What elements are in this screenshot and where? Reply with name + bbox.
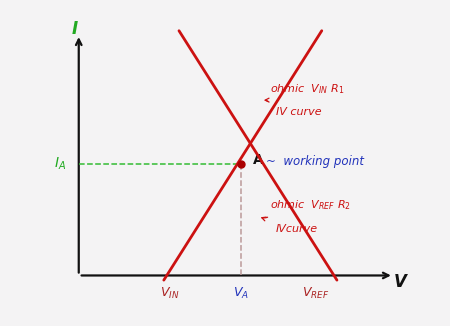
Text: A: A — [252, 153, 263, 167]
Text: ohmic  $V_{REF}$ $R_2$: ohmic $V_{REF}$ $R_2$ — [270, 199, 351, 213]
Text: I: I — [71, 20, 77, 38]
Text: ~  working point: ~ working point — [266, 156, 364, 169]
Text: $V_{IN}$: $V_{IN}$ — [160, 286, 180, 301]
Text: IV curve: IV curve — [276, 107, 322, 117]
Text: V: V — [394, 273, 407, 291]
Text: $I_A$: $I_A$ — [54, 156, 66, 172]
Text: IVcurve: IVcurve — [276, 224, 318, 234]
Text: ohmic  $V_{IN}$ $R_1$: ohmic $V_{IN}$ $R_1$ — [270, 82, 345, 96]
Text: $V_A$: $V_A$ — [233, 286, 249, 301]
Text: $V_{REF}$: $V_{REF}$ — [302, 286, 329, 301]
